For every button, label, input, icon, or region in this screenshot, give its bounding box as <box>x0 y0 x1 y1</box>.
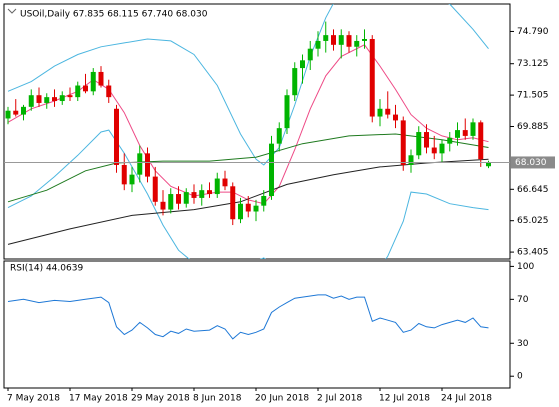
candle-body <box>238 203 243 220</box>
candle-body <box>90 71 96 92</box>
y-tick-label: 69.885 <box>517 122 549 132</box>
candle-body <box>59 95 65 102</box>
x-tick-label: 8 Jun 2018 <box>193 394 242 404</box>
candle-body <box>424 132 429 148</box>
candle-body <box>13 110 19 115</box>
candle-body <box>21 106 26 115</box>
candle-body <box>431 147 437 154</box>
candle-body <box>114 108 119 165</box>
y-tick-label: 100 <box>517 262 534 272</box>
candle-body <box>470 122 476 136</box>
candle-body <box>354 40 360 47</box>
candle-body <box>253 205 259 212</box>
candle-body <box>183 192 189 204</box>
candle-body <box>245 203 251 212</box>
candle-body <box>176 194 181 204</box>
candle-body <box>129 174 135 185</box>
last-price-box <box>511 156 555 169</box>
candle-body <box>145 153 150 177</box>
candle-body <box>230 186 236 220</box>
y-tick-label: 74.790 <box>517 27 549 37</box>
candle-body <box>385 108 391 115</box>
candle-body <box>400 120 406 165</box>
candle-body <box>377 108 383 117</box>
y-tick-label: 63.405 <box>517 248 549 258</box>
candle-body <box>52 97 57 102</box>
x-tick-label: 24 Jul 2018 <box>441 394 492 404</box>
x-tick-label: 29 May 2018 <box>131 394 190 404</box>
candle-body <box>408 155 414 165</box>
candle-body <box>152 176 158 202</box>
y-tick-label: 73.125 <box>517 59 549 69</box>
price-pane <box>3 3 511 260</box>
x-tick-label: 20 Jun 2018 <box>255 394 309 404</box>
x-tick-label: 7 May 2018 <box>7 394 60 404</box>
candle-body <box>393 114 398 121</box>
candle-body <box>276 128 282 144</box>
candle-body <box>214 178 220 195</box>
y-tick-label: 70 <box>517 295 529 305</box>
candle-body <box>478 122 484 160</box>
candle-body <box>315 40 321 49</box>
y-tick-label: 65.025 <box>517 216 549 226</box>
candle-body <box>75 85 81 98</box>
candle-body <box>36 95 42 103</box>
x-tick-label: 17 May 2018 <box>69 394 128 404</box>
candle-body <box>284 95 290 129</box>
last-price-label: 68.030 <box>515 158 547 168</box>
indicator-line <box>7 129 489 259</box>
candle-body <box>455 130 460 138</box>
x-tick-label: 12 Jul 2018 <box>379 394 430 404</box>
candle-body <box>199 190 205 198</box>
candle-body <box>137 153 143 175</box>
candle-body <box>191 192 197 198</box>
candle-body <box>307 48 313 61</box>
candle-body <box>83 85 88 92</box>
candle-body <box>331 35 336 45</box>
candle-body <box>121 164 127 185</box>
candle-body <box>160 201 166 210</box>
candle-body <box>106 85 112 98</box>
candle-body <box>292 68 298 96</box>
rsi-line <box>7 294 489 340</box>
candle-body <box>323 35 329 41</box>
rsi-title: RSI(14) 44.0639 <box>10 264 83 274</box>
candle-body <box>439 143 445 154</box>
rsi-pane <box>3 260 511 389</box>
candle-body <box>207 190 212 195</box>
candle-body <box>44 97 50 103</box>
candle-body <box>28 95 34 107</box>
candle-body <box>5 110 11 119</box>
candle-body <box>362 39 367 41</box>
candle-body <box>67 95 73 98</box>
candle-body <box>486 162 491 167</box>
candle-body <box>300 60 305 69</box>
chart-title: USOil,Daily 67.835 68.115 67.740 68.030 <box>20 10 208 20</box>
candle-body <box>269 143 274 196</box>
candle-body <box>369 39 375 117</box>
candle-body <box>416 132 422 156</box>
candle-body <box>168 194 174 210</box>
x-tick-label: 2 Jul 2018 <box>317 394 362 404</box>
indicator-line <box>7 4 489 166</box>
candle-body <box>261 195 267 206</box>
candle-body <box>222 178 228 187</box>
y-tick-label: 30 <box>517 339 529 349</box>
symbol-icon <box>7 8 17 14</box>
y-tick-label: 66.645 <box>517 185 549 195</box>
indicator-line <box>7 44 489 205</box>
candle-body <box>98 71 104 86</box>
candle-body <box>346 35 352 47</box>
candle-body <box>338 35 344 45</box>
y-tick-label: 71.505 <box>517 91 549 101</box>
y-tick-label: 0 <box>517 372 523 382</box>
candle-body <box>447 137 453 144</box>
candle-body <box>462 130 468 136</box>
